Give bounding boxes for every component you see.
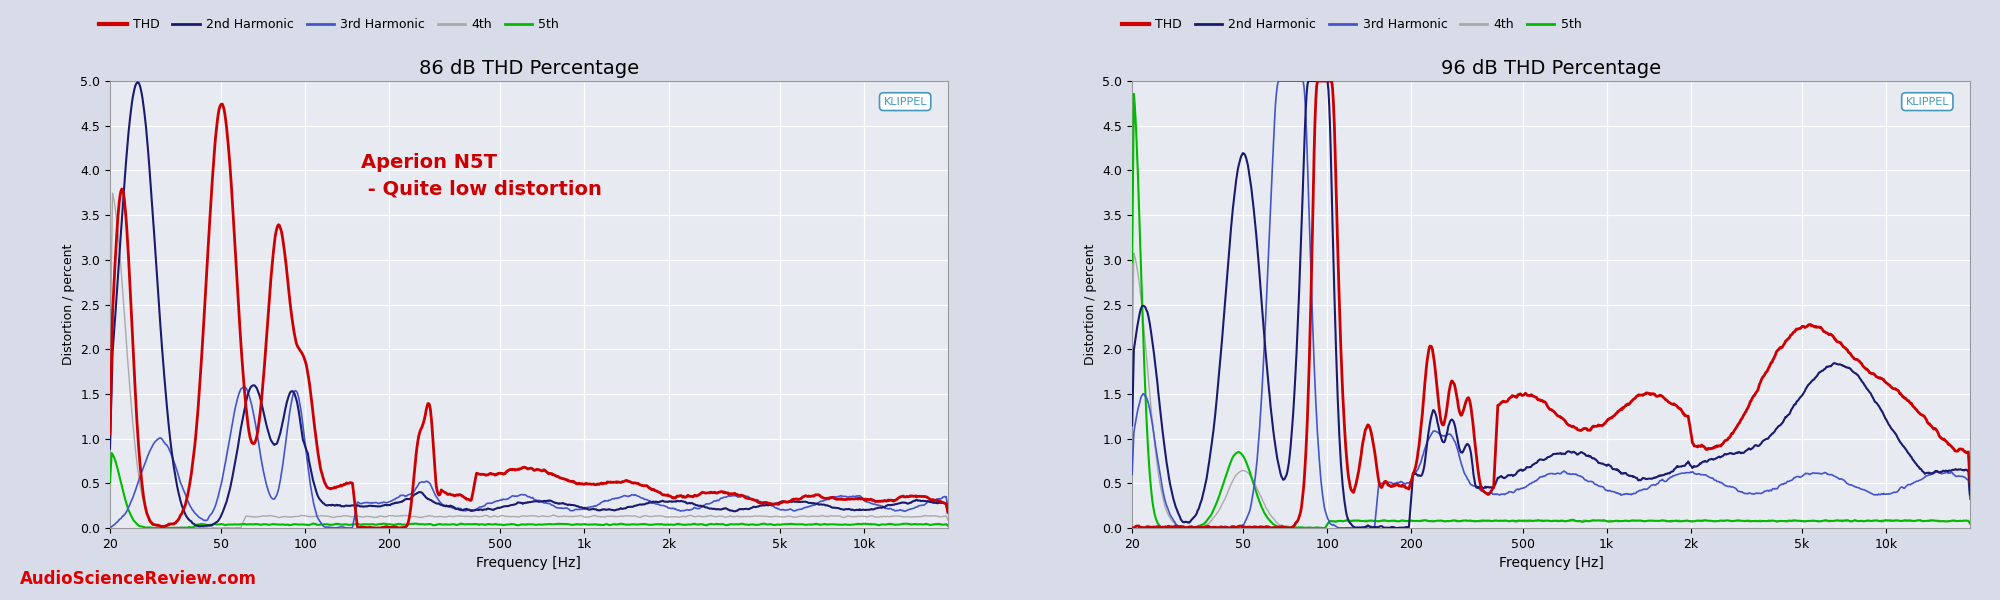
X-axis label: Frequency [Hz]: Frequency [Hz] bbox=[476, 556, 582, 570]
Text: KLIPPEL: KLIPPEL bbox=[884, 97, 926, 107]
Y-axis label: Distortion / percent: Distortion / percent bbox=[1084, 244, 1096, 365]
Title: 86 dB THD Percentage: 86 dB THD Percentage bbox=[418, 59, 638, 78]
Text: AudioScienceReview.com: AudioScienceReview.com bbox=[20, 570, 256, 588]
Legend: THD, 2nd Harmonic, 3rd Harmonic, 4th, 5th: THD, 2nd Harmonic, 3rd Harmonic, 4th, 5t… bbox=[1122, 18, 1582, 31]
Title: 96 dB THD Percentage: 96 dB THD Percentage bbox=[1442, 59, 1662, 78]
Legend: THD, 2nd Harmonic, 3rd Harmonic, 4th, 5th: THD, 2nd Harmonic, 3rd Harmonic, 4th, 5t… bbox=[100, 18, 560, 31]
X-axis label: Frequency [Hz]: Frequency [Hz] bbox=[1498, 556, 1604, 570]
Y-axis label: Distortion / percent: Distortion / percent bbox=[62, 244, 74, 365]
Text: KLIPPEL: KLIPPEL bbox=[1906, 97, 1950, 107]
Text: Aperion N5T
 - Quite low distortion: Aperion N5T - Quite low distortion bbox=[362, 152, 602, 198]
